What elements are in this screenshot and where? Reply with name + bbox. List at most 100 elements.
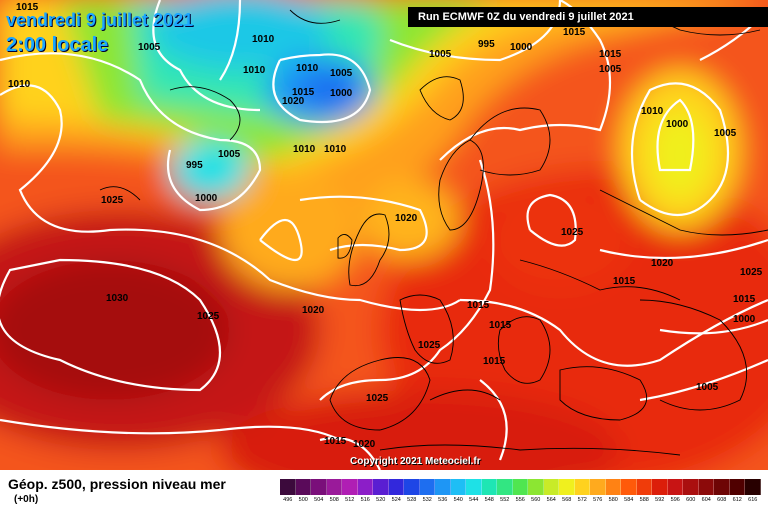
- weather-map: 1015 1005 1010 1010 1010 1015 1020 1005 …: [0, 0, 768, 470]
- isobar-label: 995: [186, 160, 203, 171]
- color-scale-value: 524: [391, 497, 401, 503]
- isobar-label: 1010: [252, 34, 275, 45]
- color-scale-cell: [698, 479, 714, 495]
- isobar-label: 1010: [296, 63, 319, 74]
- color-scale-value: 616: [748, 497, 758, 503]
- color-scale-cell: [528, 479, 544, 495]
- color-scale-cell: [605, 479, 621, 495]
- isobar-label: 1005: [138, 42, 161, 53]
- isobar-label: 1025: [366, 393, 389, 404]
- isobar-label: 1005: [218, 149, 241, 160]
- color-scale-value: 532: [422, 497, 432, 503]
- isobar-label: 1025: [561, 227, 584, 238]
- isobar-label: 1010: [8, 79, 31, 90]
- color-scale-labels: 496 500 504 508 512 516 520 524 528 532 536 540 544 5…: [280, 497, 761, 503]
- isobar-label: 1015: [489, 320, 512, 331]
- color-scale-cell: [481, 479, 497, 495]
- isobar-label: 1015: [467, 300, 490, 311]
- color-scale-value: 556: [515, 497, 525, 503]
- color-scale-cell: [729, 479, 745, 495]
- color-scale-cell: [512, 479, 528, 495]
- color-scale-cell: [683, 479, 699, 495]
- isobar-label: 1015: [483, 356, 506, 367]
- color-scale-cell: [280, 479, 296, 495]
- forecast-time: 2:00 locale: [6, 34, 109, 56]
- color-scale-cell: [590, 479, 606, 495]
- color-scale-cell: [466, 479, 482, 495]
- isobar-label: 1015: [563, 27, 586, 38]
- color-scale-value: 584: [624, 497, 634, 503]
- color-scale-value: 500: [298, 497, 308, 503]
- isobar-label: 1010: [243, 65, 266, 76]
- color-scale-cell: [543, 479, 559, 495]
- isobar-label: 1005: [696, 382, 719, 393]
- copyright: Copyright 2021 Meteociel.fr: [350, 456, 481, 467]
- color-scale-value: 564: [546, 497, 556, 503]
- color-scale-value: 536: [438, 497, 448, 503]
- isobar-label: 1015: [292, 87, 315, 98]
- color-scale-cell: [326, 479, 342, 495]
- color-scale-value: 608: [717, 497, 727, 503]
- color-scale-value: 512: [345, 497, 355, 503]
- isobar-label: 995: [478, 39, 495, 50]
- color-scale-value: 596: [670, 497, 680, 503]
- color-scale-cell: [636, 479, 652, 495]
- color-scale-cell: [714, 479, 730, 495]
- color-scale-cell: [419, 479, 435, 495]
- color-scale-value: 572: [577, 497, 587, 503]
- color-scale-cell: [497, 479, 513, 495]
- isobar-label: 1010: [641, 106, 664, 117]
- color-scale-value: 592: [655, 497, 665, 503]
- color-scale-value: 548: [484, 497, 494, 503]
- color-scale-value: 544: [469, 497, 479, 503]
- isobar-label: 1015: [613, 276, 636, 287]
- run-info: Run ECMWF 0Z du vendredi 9 juillet 2021: [408, 7, 768, 27]
- isobar-label: 1000: [330, 88, 353, 99]
- isobar-label: 1000: [733, 314, 756, 325]
- color-scale-cell: [404, 479, 420, 495]
- color-scale-cell: [667, 479, 683, 495]
- color-scale-value: 520: [376, 497, 386, 503]
- color-scale-cell: [745, 479, 761, 495]
- isobar-label: 1010: [293, 144, 316, 155]
- color-scale-value: 560: [531, 497, 541, 503]
- isobar-label: 1025: [101, 195, 124, 206]
- color-scale-value: 612: [732, 497, 742, 503]
- color-scale-cell: [311, 479, 327, 495]
- isobar-label: 1005: [714, 128, 737, 139]
- map-footer: Géop. z500, pression niveau mer (+0h) 49…: [0, 470, 768, 512]
- color-scale-value: 552: [500, 497, 510, 503]
- color-scale-value: 576: [593, 497, 603, 503]
- isobar-label: 1020: [651, 258, 674, 269]
- color-scale-value: 516: [360, 497, 370, 503]
- color-scale-cell: [435, 479, 451, 495]
- isobar-label: 1000: [510, 42, 533, 53]
- isobar-label: 1020: [282, 96, 305, 107]
- isobar-label: 1025: [740, 267, 763, 278]
- color-scale-cell: [559, 479, 575, 495]
- color-scale: [280, 479, 761, 495]
- color-scale-cell: [295, 479, 311, 495]
- isobar-label: 1015: [16, 2, 39, 13]
- color-scale-value: 604: [701, 497, 711, 503]
- isobar-label: 1000: [666, 119, 689, 130]
- color-scale-cell: [342, 479, 358, 495]
- color-scale-cell: [574, 479, 590, 495]
- isobar-label: 1015: [599, 49, 622, 60]
- color-scale-value: 540: [453, 497, 463, 503]
- isobar-label: 1030: [106, 293, 129, 304]
- isobar-label: 1025: [197, 311, 220, 322]
- isobar-label: 1000: [195, 193, 218, 204]
- variable-title: Géop. z500, pression niveau mer: [8, 476, 226, 492]
- isobar-label: 1015: [733, 294, 756, 305]
- color-scale-value: 496: [283, 497, 293, 503]
- color-scale-value: 568: [562, 497, 572, 503]
- color-scale-value: 580: [608, 497, 618, 503]
- color-scale-value: 528: [407, 497, 417, 503]
- isobar-label: 1020: [353, 439, 376, 450]
- color-scale-cell: [388, 479, 404, 495]
- isobar-label: 1005: [429, 49, 452, 60]
- isobar-label: 1015: [324, 436, 347, 447]
- isobar-label: 1005: [599, 64, 622, 75]
- forecast-date: vendredi 9 juillet 2021: [6, 10, 194, 30]
